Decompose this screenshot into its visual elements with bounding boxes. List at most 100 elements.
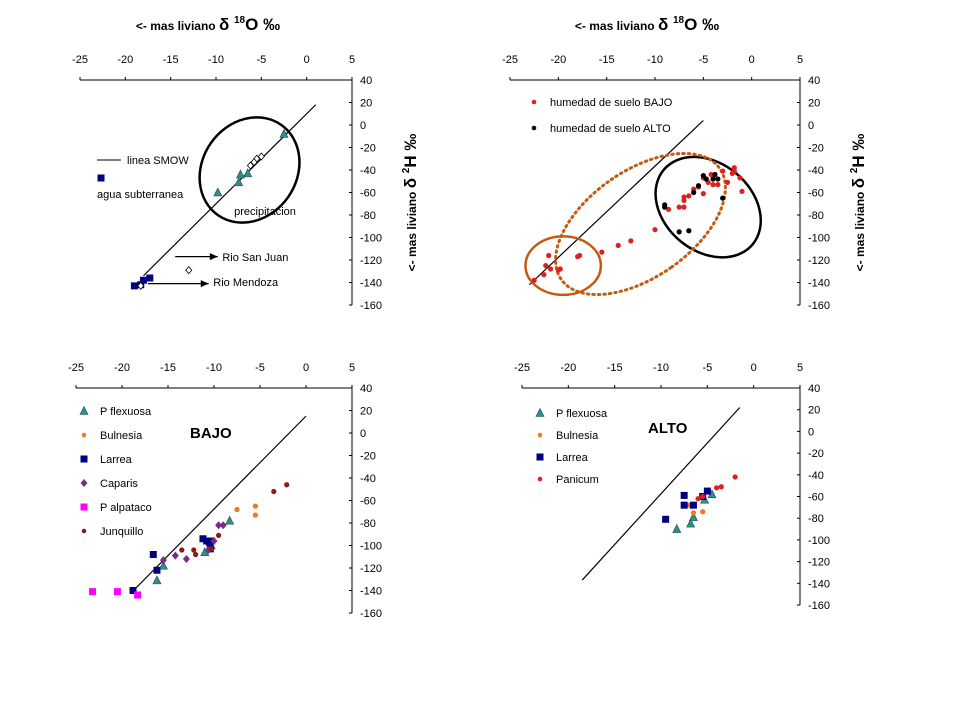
data-point <box>208 546 214 552</box>
data-point <box>680 501 688 509</box>
y-axis-title-delta: δ <box>849 173 868 188</box>
x-axis-title-prefix: <- mas liviano <box>575 19 658 33</box>
x-axis-title-delta: δ <box>658 15 673 34</box>
legend-label: Panicum <box>556 474 599 486</box>
series-junquillo <box>179 482 290 558</box>
chart-panel-species-alto: -25 -20 -15 -10 -5 0 5 40 20 0 -20 -40 -60 -80 -100 -12… <box>514 362 830 612</box>
data-point <box>712 171 718 178</box>
legend-label: Caparis <box>100 478 138 490</box>
data-point <box>703 176 709 182</box>
data-point <box>137 281 145 290</box>
data-point <box>199 535 207 543</box>
x-tick-label: -25 <box>72 54 88 66</box>
legend-marker <box>535 407 545 417</box>
data-point <box>665 206 672 212</box>
data-point <box>718 484 724 490</box>
data-point <box>152 575 162 585</box>
data-point <box>279 128 289 138</box>
data-point <box>543 263 549 269</box>
legend-label: linea SMOW <box>127 155 189 167</box>
series-larrea <box>129 535 215 594</box>
legend-marker <box>531 125 537 131</box>
panel-label: ALTO <box>648 420 688 437</box>
series-bulnesia <box>234 503 258 518</box>
y-tick-label: 40 <box>360 75 372 87</box>
data-point <box>686 193 692 199</box>
y-tick-label: 0 <box>360 428 366 440</box>
panel-label: BAJO <box>190 425 232 442</box>
ellipse-precipitacion <box>198 116 301 224</box>
y-tick-label: 0 <box>808 120 814 132</box>
legend-marker <box>81 432 87 438</box>
y-axis-title: <- mas liviano δ 2H ‰ <box>401 134 420 272</box>
data-point <box>686 228 692 234</box>
y-tick-label: -40 <box>360 165 376 177</box>
y-tick-label: -60 <box>360 496 376 508</box>
y-tick-label: 0 <box>360 120 366 132</box>
legend-label: Larrea <box>556 452 589 464</box>
y-tick-label: 40 <box>360 383 372 395</box>
y-axis-title-sup: 2 <box>849 167 860 173</box>
data-point <box>691 189 697 196</box>
legend-label: Bulnesia <box>556 430 599 442</box>
y-tick-label: -40 <box>808 470 824 482</box>
x-tick-label: 0 <box>751 362 757 374</box>
data-point <box>216 532 222 538</box>
data-point <box>662 202 668 208</box>
y-tick-label: -80 <box>360 518 376 530</box>
data-point <box>690 510 697 516</box>
chart-panel-precipitation-rivers: -25 -20 -15 -10 -5 0 5 40 20 0 -20 -40 -60 -80 -100 -12… <box>72 15 420 312</box>
x-axis-title-prefix: <- mas liviano <box>136 19 219 33</box>
y-tick-label: 20 <box>360 98 372 110</box>
y-tick-label: -60 <box>808 188 824 200</box>
series-p-alpataco <box>89 588 142 599</box>
x-tick-label: -10 <box>208 54 224 66</box>
data-point <box>724 179 731 185</box>
y-tick-label: -160 <box>808 300 830 312</box>
data-point <box>700 191 706 197</box>
y-tick-label: -80 <box>808 210 824 222</box>
x-axis-title-sup: 18 <box>673 15 685 26</box>
data-point <box>686 518 696 528</box>
data-point <box>158 560 168 570</box>
data-point <box>134 591 142 599</box>
data-point <box>149 551 157 558</box>
y-tick-label: 20 <box>360 406 372 418</box>
ellipse-alto <box>654 155 763 259</box>
data-point <box>159 556 167 565</box>
y-tick-label: -120 <box>808 557 830 569</box>
ellipse-all <box>554 151 727 297</box>
y-tick-label: -20 <box>808 448 824 460</box>
series-panicum <box>695 474 738 502</box>
legend-marker <box>81 528 87 534</box>
data-point <box>710 176 716 182</box>
legend-marker <box>79 405 89 415</box>
x-tick-label: -20 <box>114 362 130 374</box>
data-point <box>205 538 213 546</box>
data-point <box>139 276 147 284</box>
y-tick-label: -80 <box>360 210 376 222</box>
x-tick-label: -20 <box>560 362 576 374</box>
data-point <box>113 588 121 596</box>
data-point <box>577 252 583 259</box>
data-point <box>284 482 290 488</box>
y-tick-label: -20 <box>360 143 376 155</box>
legend-label: humedad de suelo BAJO <box>550 97 673 109</box>
data-point <box>271 488 277 495</box>
data-point <box>243 168 253 178</box>
data-point <box>688 511 698 521</box>
x-axis-title-sup: 18 <box>234 15 246 26</box>
data-point <box>676 204 682 210</box>
data-point <box>246 161 254 170</box>
x-tick-label: -25 <box>514 362 530 374</box>
data-point <box>676 229 682 235</box>
y-tick-label: 20 <box>808 98 820 110</box>
data-point <box>235 169 245 179</box>
x-axis-title: <- mas liviano δ 18O ‰ <box>136 15 280 34</box>
y-tick-label: 40 <box>808 383 820 395</box>
legend-label: Junquillo <box>100 526 143 538</box>
x-tick-label: -15 <box>607 362 623 374</box>
x-tick-label: 0 <box>749 54 755 66</box>
y-tick-label: -140 <box>360 278 382 290</box>
x-tick-label: -20 <box>117 54 133 66</box>
